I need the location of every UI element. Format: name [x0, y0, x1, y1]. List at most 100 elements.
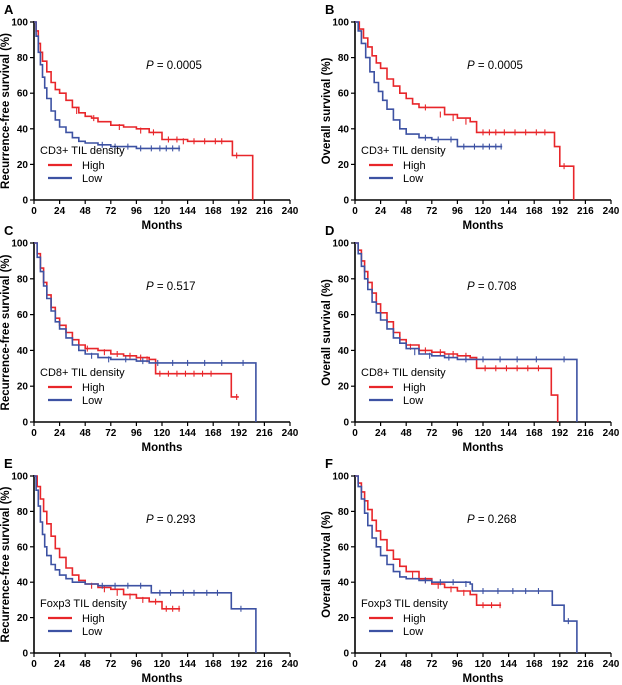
legend-label-low: Low	[82, 173, 102, 185]
y-tick-label: 80	[17, 274, 29, 285]
x-tick-label: 192	[230, 428, 247, 439]
legend-label-low: Low	[403, 173, 423, 185]
panel-letter: E	[4, 456, 13, 471]
y-tick-label: 60	[17, 542, 29, 553]
p-value-text: = 0.708	[475, 281, 517, 293]
x-axis-title: Months	[463, 673, 504, 685]
y-axis-title: Recurrence-free survival (%)	[0, 254, 12, 410]
x-tick-label: 48	[80, 659, 92, 670]
series-low	[34, 242, 257, 422]
panel-b: B 0 20 40 60 80 100 0 24 48 72 96 120 144 168 192 216 240…	[321, 2, 620, 232]
legend-label-low: Low	[403, 395, 423, 407]
y-tick-label: 0	[22, 196, 28, 207]
series-high	[355, 242, 559, 422]
y-tick-label: 0	[22, 649, 28, 660]
x-tick-label: 192	[551, 206, 568, 217]
panel-letter: A	[4, 2, 14, 17]
y-tick-label: 0	[343, 418, 349, 429]
y-tick-label: 80	[338, 53, 350, 64]
y-tick-label: 0	[343, 196, 349, 207]
panel-letter: F	[325, 456, 333, 471]
x-tick-label: 216	[256, 206, 273, 217]
panel-f: F 0 20 40 60 80 100 0 24 48 72 96 120 144 168 192 216 240…	[321, 456, 620, 685]
series-low	[34, 21, 181, 152]
y-tick-label: 20	[17, 382, 29, 393]
x-tick-label: 96	[131, 659, 143, 670]
p-symbol: P	[146, 514, 154, 526]
x-tick-label: 72	[105, 428, 117, 439]
legend-title: CD8+ TIL density	[361, 367, 446, 379]
x-tick-label: 72	[105, 659, 117, 670]
survival-curve-high	[355, 242, 559, 422]
x-tick-label: 216	[577, 659, 594, 670]
x-tick-label: 72	[426, 428, 438, 439]
x-tick-label: 240	[603, 659, 620, 670]
p-value: P = 0.517	[146, 281, 196, 293]
panel-letter: C	[4, 223, 14, 238]
p-value: P = 0.0005	[146, 60, 202, 72]
y-tick-label: 60	[338, 310, 350, 321]
p-symbol: P	[467, 281, 475, 293]
y-tick-label: 40	[338, 578, 350, 589]
x-tick-label: 168	[526, 659, 543, 670]
series-high	[34, 475, 181, 612]
x-tick-label: 144	[179, 659, 196, 670]
x-tick-label: 48	[401, 206, 413, 217]
x-tick-label: 144	[500, 659, 517, 670]
survival-curve-low	[355, 475, 578, 653]
legend-title: CD8+ TIL density	[40, 367, 125, 379]
x-tick-label: 144	[179, 428, 196, 439]
p-value-text: = 0.0005	[475, 60, 523, 72]
y-tick-label: 40	[17, 346, 29, 357]
y-tick-label: 100	[11, 239, 28, 250]
x-tick-label: 24	[375, 428, 387, 439]
legend-label-high: High	[82, 382, 105, 394]
x-tick-label: 144	[179, 206, 196, 217]
y-tick-label: 100	[11, 472, 28, 483]
y-tick-label: 80	[338, 507, 350, 518]
survival-curve-high	[355, 21, 575, 200]
x-axis-title: Months	[142, 220, 183, 232]
x-tick-label: 192	[230, 206, 247, 217]
series-high	[34, 242, 239, 400]
survival-curve-low	[355, 21, 503, 148]
x-tick-label: 96	[131, 206, 143, 217]
series-low	[34, 475, 257, 653]
x-tick-label: 120	[154, 428, 171, 439]
x-tick-label: 24	[375, 206, 387, 217]
x-tick-label: 96	[452, 428, 464, 439]
x-tick-label: 192	[551, 428, 568, 439]
x-tick-label: 216	[577, 428, 594, 439]
x-tick-label: 120	[154, 659, 171, 670]
x-tick-label: 0	[352, 659, 358, 670]
x-tick-label: 120	[475, 428, 492, 439]
panel-e: E 0 20 40 60 80 100 0 24 48 72 96 120 144 168 192 216 240…	[0, 456, 299, 685]
series-low	[355, 21, 503, 150]
y-tick-label: 100	[332, 18, 349, 29]
x-tick-label: 240	[282, 206, 299, 217]
y-tick-label: 40	[338, 124, 350, 135]
x-tick-label: 144	[500, 428, 517, 439]
series-low	[355, 475, 578, 653]
x-tick-label: 24	[54, 428, 66, 439]
y-tick-label: 80	[17, 507, 29, 518]
x-tick-label: 48	[80, 428, 92, 439]
x-tick-label: 96	[452, 206, 464, 217]
p-value-text: = 0.0005	[154, 60, 202, 72]
x-tick-label: 120	[475, 206, 492, 217]
x-tick-label: 168	[526, 206, 543, 217]
x-tick-label: 192	[551, 659, 568, 670]
y-tick-label: 60	[338, 542, 350, 553]
x-tick-label: 168	[526, 428, 543, 439]
x-tick-label: 72	[426, 206, 438, 217]
x-tick-label: 168	[205, 659, 222, 670]
legend-title: Foxp3 TIL density	[361, 598, 448, 610]
legend-title: CD3+ TIL density	[40, 145, 125, 157]
legend-label-low: Low	[403, 626, 423, 638]
x-tick-label: 168	[205, 428, 222, 439]
x-tick-label: 0	[352, 428, 358, 439]
